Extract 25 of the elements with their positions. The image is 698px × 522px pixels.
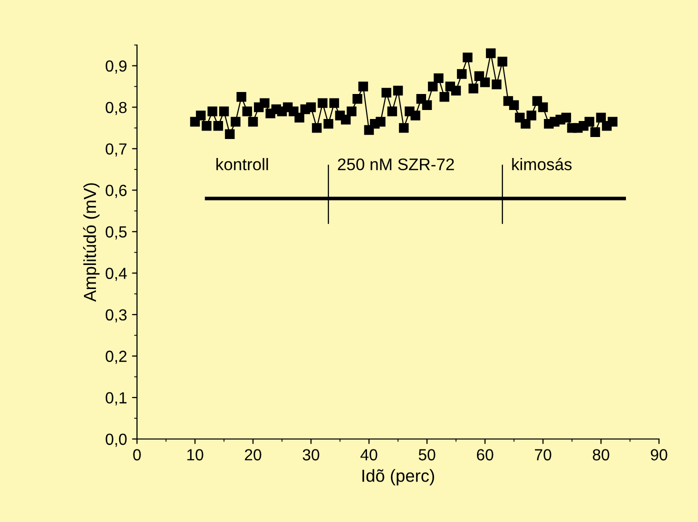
y-tick-label: 0,5 <box>106 226 127 240</box>
x-tick-label: 60 <box>476 449 494 460</box>
annotation: kontroll <box>216 158 268 170</box>
x-tick-label: 40 <box>360 449 378 460</box>
x-axis-title: Idõ (perc) <box>362 469 434 486</box>
annotation: kimosás <box>512 158 572 170</box>
y-tick-label: 0,2 <box>106 350 126 364</box>
y-axis-title: Amplitúdó (mV) <box>83 183 100 302</box>
x-tick-label: 30 <box>302 449 320 460</box>
x-tick-label: 70 <box>534 449 552 460</box>
annotation: 250 nM SZR-72 <box>338 158 454 170</box>
x-tick-label: 80 <box>592 449 610 460</box>
y-tick-label: 0,9 <box>106 60 127 74</box>
x-tick-label: 0 <box>133 449 141 460</box>
x-tick-label: 10 <box>187 449 204 460</box>
x-tick-label: 90 <box>650 449 668 460</box>
y-tick-label: 0,8 <box>106 102 127 116</box>
x-tick-label: 20 <box>244 449 262 460</box>
y-tick-label: 0,7 <box>106 143 126 157</box>
y-tick-label: 0,0 <box>106 434 127 447</box>
y-tick-label: 0,4 <box>106 268 127 281</box>
x-tick-label: 50 <box>418 449 436 460</box>
y-tick-label: 0,3 <box>106 309 127 322</box>
y-tick-label: 0,1 <box>106 392 126 406</box>
y-tick-label: 0,6 <box>106 184 127 198</box>
